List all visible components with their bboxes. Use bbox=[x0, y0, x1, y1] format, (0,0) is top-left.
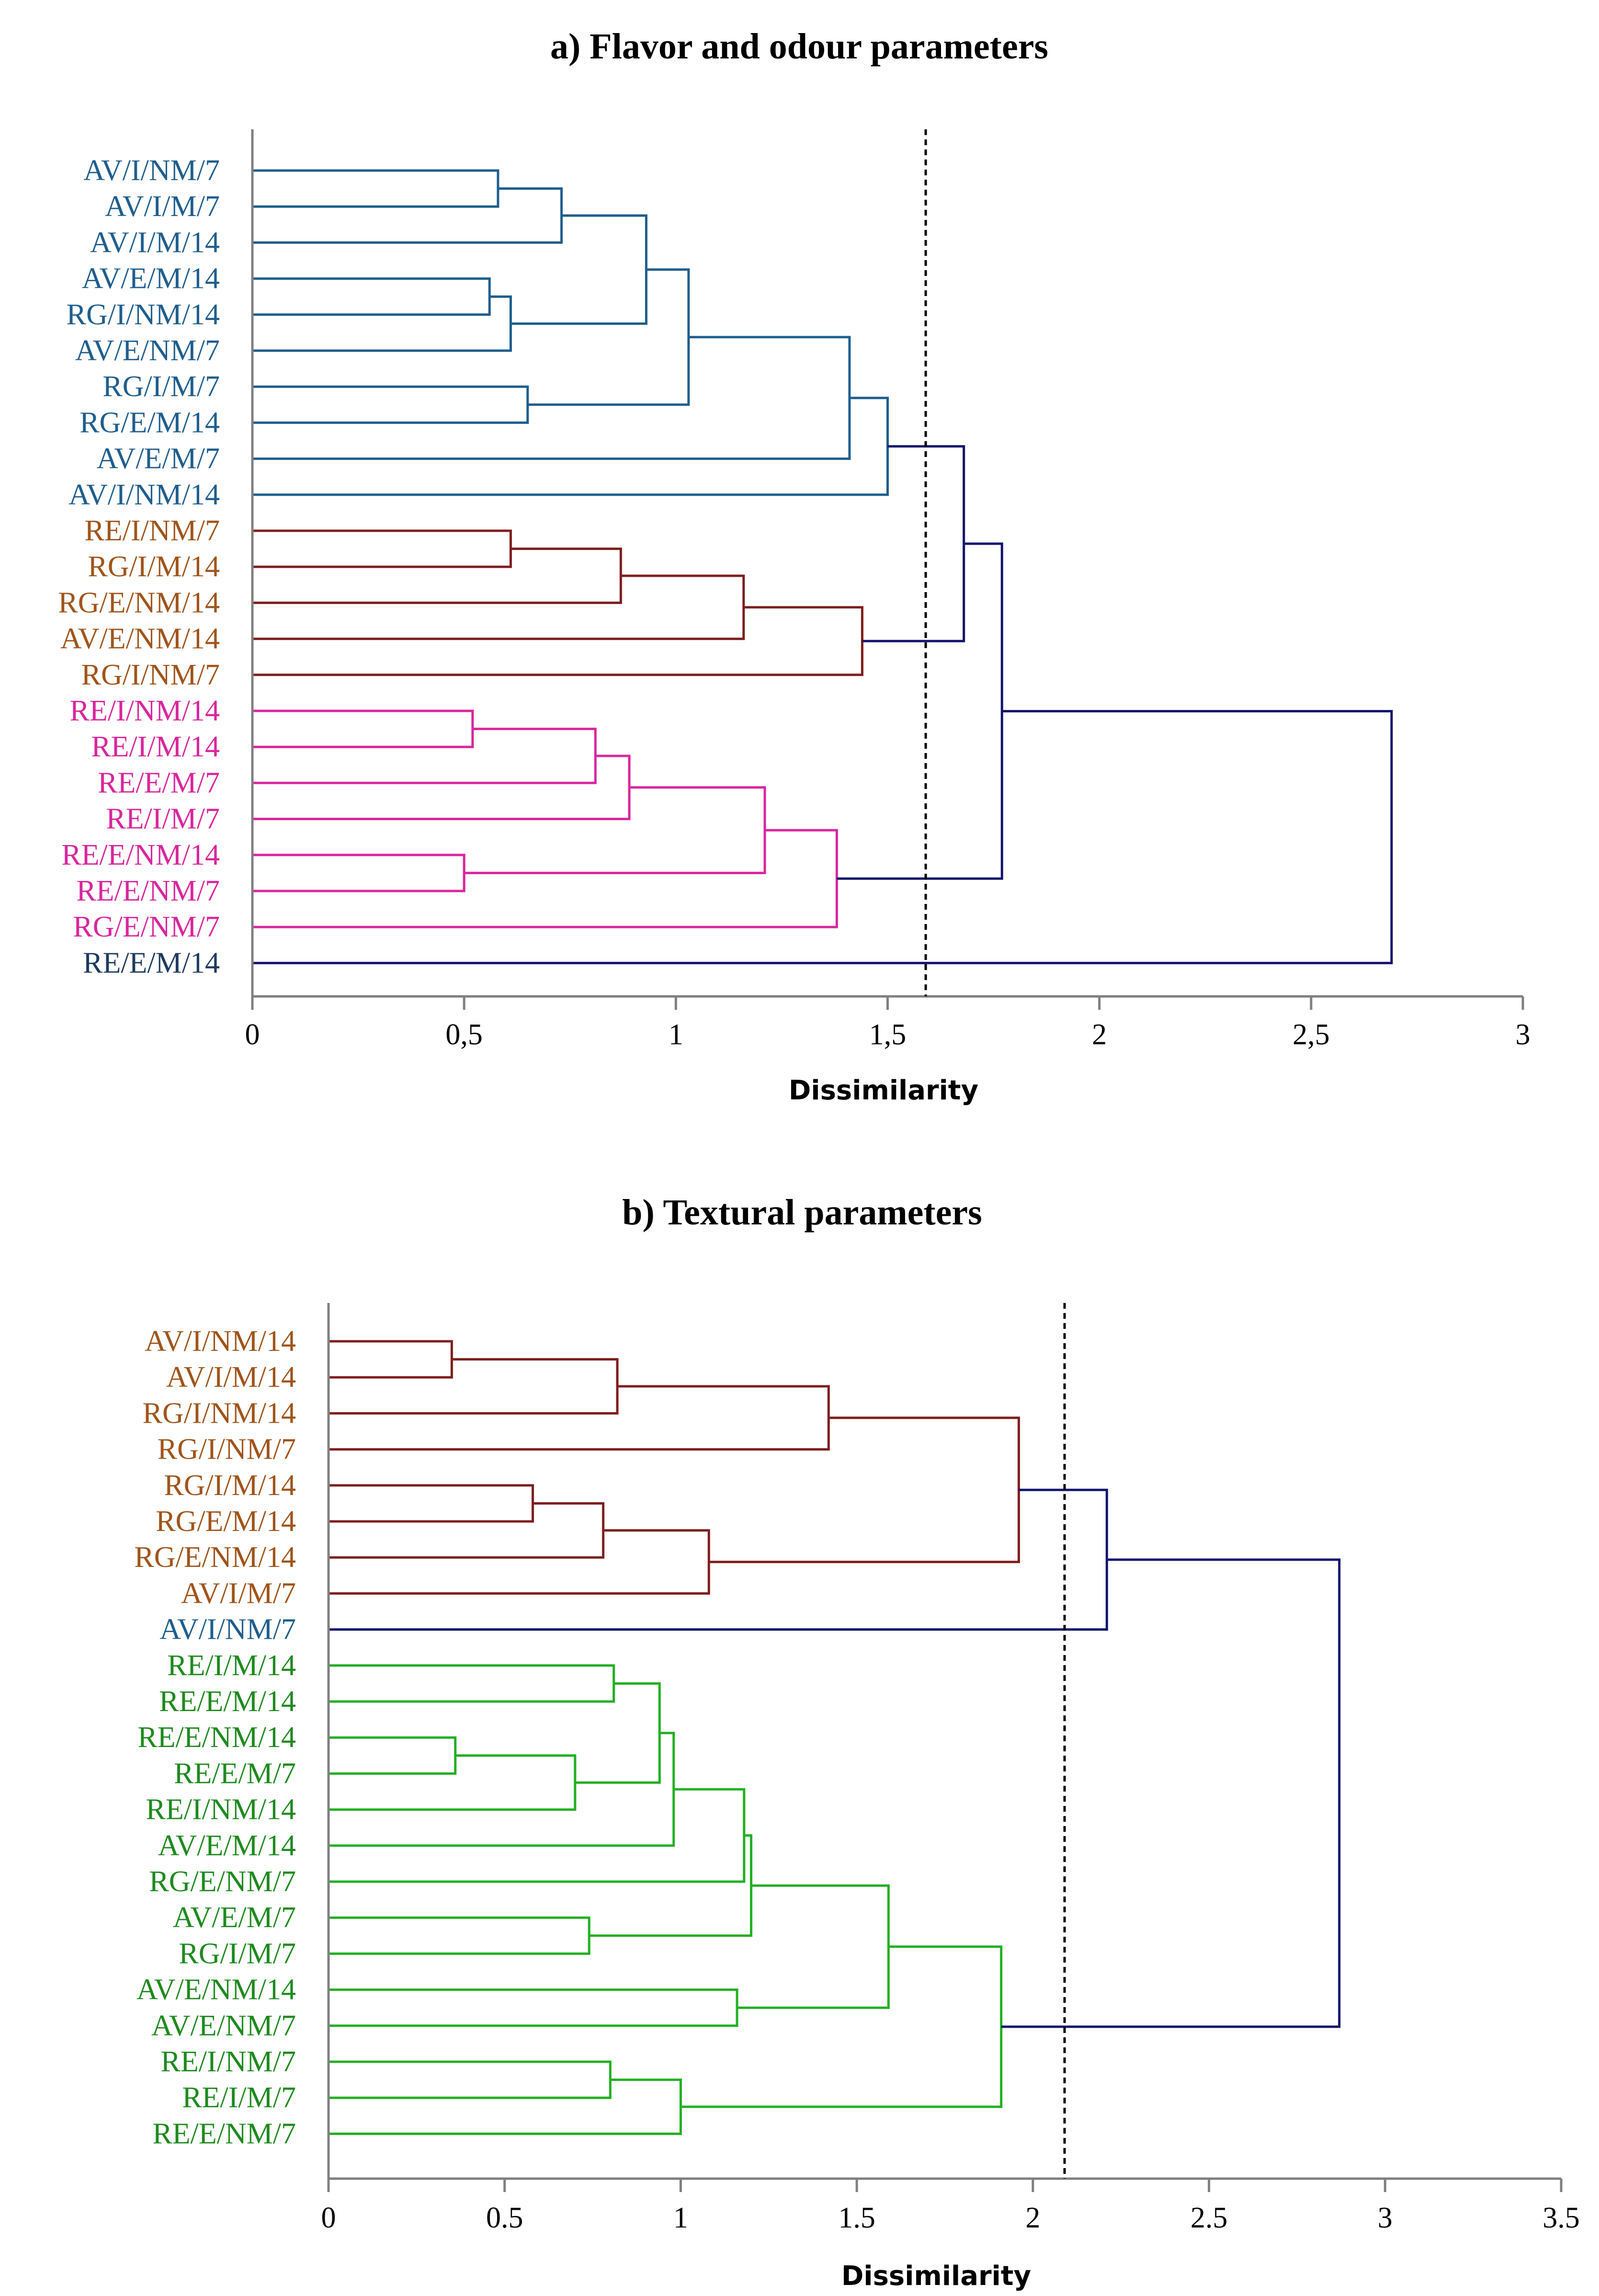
leaf-label: RE/I/NM/7 bbox=[85, 514, 220, 547]
panel-flavor-odour: a) Flavor and odour parameters AV/I/NM/7… bbox=[58, 26, 1530, 1106]
dendrogram-link bbox=[575, 1682, 661, 1784]
leaf-label: RG/E/M/14 bbox=[156, 1505, 296, 1538]
panel-b-x-axis: 0 0.5 1 1.5 2 2.5 3 3.5 bbox=[321, 1303, 1580, 2234]
leaf-label: RG/E/NM/14 bbox=[134, 1541, 296, 1574]
leaf-label: AV/I/NM/14 bbox=[145, 1325, 296, 1358]
dendrogram-link bbox=[589, 1834, 753, 1937]
x-tick-label: 0 bbox=[245, 1018, 260, 1051]
leaf-label: RG/I/M/7 bbox=[102, 370, 220, 403]
leaf-label: RE/E/M/7 bbox=[98, 766, 220, 799]
leaf-label: RE/I/NM/7 bbox=[161, 2045, 296, 2078]
x-tick-label: 3.5 bbox=[1542, 2202, 1580, 2234]
leaf-label: AV/I/NM/14 bbox=[68, 479, 220, 511]
x-tick-label: 2 bbox=[1025, 2202, 1040, 2234]
dendrogram-link bbox=[737, 1884, 890, 2009]
panel-b-x-axis-title: Dissimilarity bbox=[841, 2261, 1031, 2292]
leaf-label: RG/I/M/14 bbox=[164, 1469, 296, 1502]
leaf-label: RG/I/NM/7 bbox=[81, 659, 220, 691]
dendrogram-link bbox=[329, 1736, 457, 1775]
leaf-label: RG/E/NM/7 bbox=[149, 1865, 296, 1898]
leaf-label: RE/I/M/7 bbox=[182, 2081, 296, 2114]
leaf-label: RE/I/NM/14 bbox=[146, 1793, 296, 1826]
leaf-label: AV/E/NM/7 bbox=[151, 2010, 296, 2042]
panel-b-title: b) Textural parameters bbox=[622, 1192, 982, 1233]
leaf-label: RG/E/NM/14 bbox=[58, 586, 220, 619]
leaf-label: RE/E/M/7 bbox=[174, 1757, 296, 1790]
panel-a-leaf-labels: AV/I/NM/7AV/I/M/7AV/I/M/14AV/E/M/14RG/I/… bbox=[58, 154, 220, 979]
panel-a-dendrogram-links bbox=[252, 169, 1393, 964]
x-tick-label: 2.5 bbox=[1191, 2202, 1228, 2234]
dendrogram-link bbox=[252, 529, 512, 568]
leaf-label: AV/E/NM/14 bbox=[60, 623, 220, 655]
leaf-label: AV/I/NM/7 bbox=[83, 154, 220, 187]
panel-b-leaf-labels: AV/I/NM/14AV/I/M/14RG/I/NM/14RG/I/NM/7RG… bbox=[134, 1325, 296, 2150]
leaf-label: RG/I/M/7 bbox=[179, 1937, 296, 1970]
dendrogram-link bbox=[464, 786, 766, 874]
x-tick-label: 2 bbox=[1092, 1018, 1107, 1051]
leaf-label: RG/I/NM/14 bbox=[143, 1397, 296, 1429]
dendrogram-link bbox=[1001, 1558, 1341, 2028]
panel-a-title: a) Flavor and odour parameters bbox=[550, 26, 1048, 67]
leaf-label: AV/E/NM/14 bbox=[136, 1974, 296, 2006]
x-tick-label: 1,5 bbox=[869, 1018, 907, 1051]
leaf-label: RE/E/NM/14 bbox=[61, 839, 220, 871]
dendrogram-link bbox=[252, 169, 499, 208]
dendrogram-link bbox=[329, 1502, 605, 1559]
leaf-label: RG/I/NM/7 bbox=[158, 1433, 296, 1466]
x-tick-label: 3 bbox=[1516, 1018, 1531, 1051]
leaf-label: AV/E/M/14 bbox=[82, 263, 220, 295]
leaf-label: RG/E/NM/7 bbox=[73, 911, 220, 943]
leaf-label: RG/E/M/14 bbox=[79, 406, 220, 439]
panel-b-dendrogram-links bbox=[329, 1340, 1341, 2135]
leaf-label: RE/E/M/14 bbox=[159, 1685, 296, 1718]
leaf-label: RE/E/M/14 bbox=[83, 947, 220, 979]
leaf-label: RE/I/M/7 bbox=[106, 803, 220, 835]
leaf-label: AV/I/M/14 bbox=[90, 226, 220, 259]
dendrogram-link bbox=[329, 1358, 619, 1415]
x-tick-label: 2,5 bbox=[1293, 1018, 1330, 1051]
leaf-label: RE/E/NM/7 bbox=[76, 875, 220, 907]
leaf-label: RG/I/M/14 bbox=[88, 550, 220, 583]
leaf-label: RE/E/NM/7 bbox=[152, 2117, 296, 2150]
x-tick-label: 3 bbox=[1378, 2202, 1393, 2234]
leaf-label: AV/I/NM/7 bbox=[159, 1613, 296, 1646]
x-tick-label: 1.5 bbox=[838, 2202, 875, 2234]
dendrogram-link bbox=[329, 1529, 710, 1595]
x-tick-label: 1 bbox=[669, 1018, 683, 1051]
dendrogram-link bbox=[252, 710, 1393, 964]
panel-a-x-axis: 0 0,5 1 1,5 2 2,5 3 bbox=[245, 129, 1531, 1051]
x-tick-label: 0 bbox=[321, 2202, 336, 2234]
leaf-label: AV/I/M/7 bbox=[181, 1577, 296, 1610]
leaf-label: AV/I/M/7 bbox=[105, 190, 220, 223]
leaf-label: RE/E/NM/14 bbox=[137, 1721, 296, 1754]
x-tick-label: 0,5 bbox=[445, 1018, 483, 1051]
leaf-label: AV/E/M/14 bbox=[158, 1829, 296, 1862]
leaf-label: RE/I/M/14 bbox=[91, 731, 220, 763]
leaf-label: AV/E/NM/7 bbox=[75, 334, 220, 367]
leaf-label: AV/E/M/7 bbox=[173, 1901, 296, 1934]
leaf-label: RG/I/NM/14 bbox=[67, 298, 220, 331]
leaf-label: AV/E/M/7 bbox=[97, 443, 220, 475]
dendrogram-link bbox=[252, 187, 563, 244]
leaf-label: RE/I/M/14 bbox=[167, 1649, 296, 1682]
dendrogram-link bbox=[252, 295, 512, 352]
panel-a-x-axis-title: Dissimilarity bbox=[789, 1075, 978, 1106]
x-tick-label: 1 bbox=[673, 2202, 688, 2234]
leaf-label: AV/I/M/14 bbox=[166, 1361, 296, 1394]
dendrogram-link bbox=[252, 709, 474, 748]
panel-textural: b) Textural parameters AV/I/NM/14AV/I/M/… bbox=[134, 1192, 1579, 2292]
dendrogram-link bbox=[527, 268, 690, 406]
leaf-label: RE/I/NM/14 bbox=[70, 695, 220, 727]
dendrogram-link bbox=[329, 2060, 612, 2099]
x-tick-label: 0.5 bbox=[486, 2202, 523, 2234]
